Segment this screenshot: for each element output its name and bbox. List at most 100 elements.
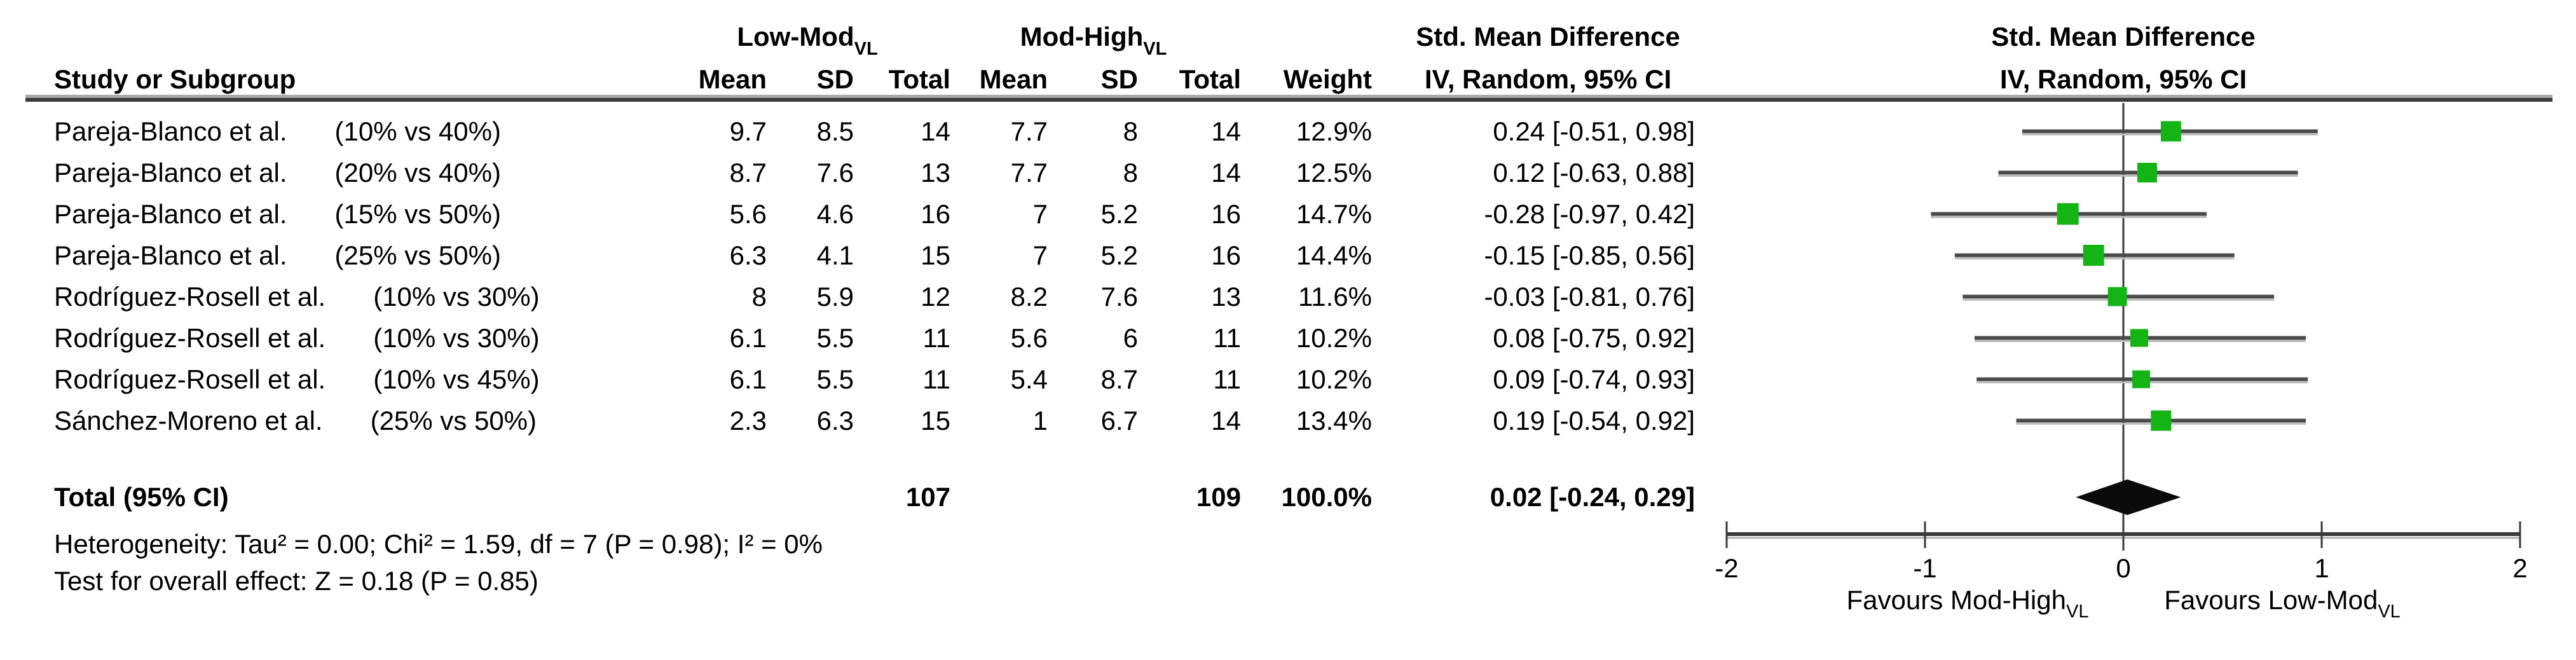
study-label: Pareja-Blanco et al. (15% vs 50%): [54, 193, 501, 235]
study-row: Sánchez-Moreno et al. (25% vs 50%) 2.3 6.3 1…: [0, 400, 2576, 441]
mean1-value: 9.7: [729, 116, 767, 146]
mean1-value: 8: [751, 282, 767, 312]
study-row: Pareja-Blanco et al. (10% vs 40%) 9.7 8.5 14…: [0, 111, 2576, 152]
study-row: Pareja-Blanco et al. (25% vs 50%) 6.3 4.1 15…: [0, 235, 2576, 276]
total1-value: 15: [921, 406, 950, 436]
total2-header: Total: [1179, 64, 1241, 94]
total-weight: 100.0%: [1281, 482, 1372, 512]
total-row: Total (95% CI) 107 109 100.0% 0.02 [-0.2…: [0, 481, 2576, 513]
group-header-low-mod: Low-ModVL: [737, 21, 877, 65]
total2-value: 14: [1211, 406, 1241, 436]
total2-value: 14: [1211, 158, 1241, 188]
study-name: Rodríguez-Rosell et al.: [54, 364, 326, 394]
sd2-value: 5.2: [1100, 240, 1138, 270]
total1-value: 16: [921, 199, 950, 229]
summary-diamond: [2076, 479, 2181, 515]
overall-effect-note: Test for overall effect: Z = 0.18 (P = 0…: [54, 566, 538, 596]
sd1-value: 6.3: [816, 406, 854, 436]
mean2-header: Mean: [979, 64, 1048, 94]
study-subgroup: (10% vs 45%): [373, 364, 540, 394]
smd-plot-header-line2: IV, Random, 95% CI: [1999, 64, 2247, 94]
ci-text-value: 0.09 [-0.74, 0.93]: [1493, 364, 1695, 394]
weight-value: 13.4%: [1296, 406, 1372, 436]
total2-value: 11: [1213, 364, 1241, 394]
sd1-value: 5.9: [816, 282, 854, 312]
study-subgroup: (15% vs 50%): [334, 199, 501, 229]
weight-value: 11.6%: [1298, 282, 1372, 312]
header-separator-highlight: [25, 95, 2552, 98]
study-label: Pareja-Blanco et al. (25% vs 50%): [54, 235, 501, 276]
mean2-value: 5.6: [1010, 323, 1048, 353]
ci-text-value: -0.03 [-0.81, 0.76]: [1484, 282, 1695, 312]
total-n-group1: 107: [905, 482, 950, 512]
mean1-value: 5.6: [729, 199, 767, 229]
study-name: Pareja-Blanco et al.: [54, 116, 287, 146]
total1-value: 14: [921, 116, 950, 146]
favours-right-label: Favours Low-ModVL: [2164, 585, 2401, 622]
total1-value: 11: [922, 323, 950, 353]
sd2-value: 8: [1123, 116, 1138, 146]
study-row: Rodríguez-Rosell et al. (10% vs 30%) 6.1 5.…: [0, 317, 2576, 359]
study-label: Rodríguez-Rosell et al. (10% vs 45%): [54, 359, 540, 400]
group1-label: Low-Mod: [737, 22, 854, 52]
sd1-value: 4.1: [816, 240, 854, 270]
study-label: Pareja-Blanco et al. (20% vs 40%): [54, 152, 501, 193]
sd2-value: 8: [1123, 158, 1138, 188]
ci-text-value: 0.08 [-0.75, 0.92]: [1493, 323, 1695, 353]
total1-header: Total: [888, 64, 950, 94]
sd2-value: 8.7: [1100, 364, 1138, 394]
study-subgroup: (10% vs 30%): [373, 282, 540, 312]
weight-value: 10.2%: [1296, 364, 1372, 394]
effect-marker: [2132, 370, 2151, 388]
total2-value: 11: [1213, 323, 1241, 353]
sd1-value: 5.5: [816, 323, 854, 353]
group2-label: Mod-High: [1020, 22, 1144, 52]
sd1-header: SD: [816, 64, 854, 94]
mean2-value: 5.4: [1010, 364, 1048, 394]
study-name: Rodríguez-Rosell et al.: [54, 282, 326, 312]
ci-text-value: 0.12 [-0.63, 0.88]: [1493, 158, 1695, 188]
weight-value: 14.7%: [1296, 199, 1372, 229]
ci-text-value: -0.15 [-0.85, 0.56]: [1484, 240, 1695, 270]
mean2-value: 7.7: [1010, 158, 1048, 188]
axis-tick-label: 1: [2314, 553, 2329, 583]
total2-value: 14: [1211, 116, 1241, 146]
group2-subscript: VL: [1143, 39, 1167, 59]
study-row: Rodríguez-Rosell et al. (10% vs 45%) 6.1 5.…: [0, 359, 2576, 400]
favours-left-label: Favours Mod-HighVL: [1847, 585, 2089, 622]
mean1-header: Mean: [698, 64, 767, 94]
study-column-header: Study or Subgroup: [54, 64, 296, 94]
total2-value: 16: [1211, 199, 1241, 229]
mean2-value: 8.2: [1010, 282, 1048, 312]
study-row: Rodríguez-Rosell et al. (10% vs 30%) 8 5.9 1…: [0, 276, 2576, 317]
mean2-value: 7: [1032, 199, 1048, 229]
header-separator-line: [25, 98, 2552, 102]
total1-value: 15: [921, 240, 950, 270]
study-name: Sánchez-Moreno et al.: [54, 406, 323, 436]
total-n-group2: 109: [1196, 482, 1241, 512]
smd-column-header-line2: IV, Random, 95% CI: [1424, 64, 1672, 94]
smd-plot-header-line1: Std. Mean Difference: [1991, 22, 2256, 52]
weight-value: 12.9%: [1296, 116, 1372, 146]
sd2-header: SD: [1100, 64, 1138, 94]
study-label: Sánchez-Moreno et al. (25% vs 50%): [54, 400, 537, 441]
effect-marker: [2107, 287, 2127, 306]
mean1-value: 6.1: [729, 364, 767, 394]
mean2-value: 7.7: [1010, 116, 1048, 146]
study-label: Pareja-Blanco et al. (10% vs 40%): [54, 111, 501, 152]
total1-value: 12: [921, 282, 950, 312]
study-name: Pareja-Blanco et al.: [54, 158, 287, 188]
total-label: Total (95% CI): [54, 482, 229, 512]
sd1-value: 5.5: [816, 364, 854, 394]
study-subgroup: (20% vs 40%): [334, 158, 501, 188]
ci-text-value: 0.19 [-0.54, 0.92]: [1493, 406, 1695, 436]
ci-text-value: -0.28 [-0.97, 0.42]: [1484, 199, 1695, 229]
sd1-value: 8.5: [816, 116, 854, 146]
sd1-value: 7.6: [816, 158, 854, 188]
study-label: Rodríguez-Rosell et al. (10% vs 30%): [54, 317, 540, 359]
study-subgroup: (10% vs 40%): [334, 116, 501, 146]
group-header-mod-high: Mod-HighVL: [1020, 21, 1167, 65]
sd2-value: 5.2: [1100, 199, 1138, 229]
